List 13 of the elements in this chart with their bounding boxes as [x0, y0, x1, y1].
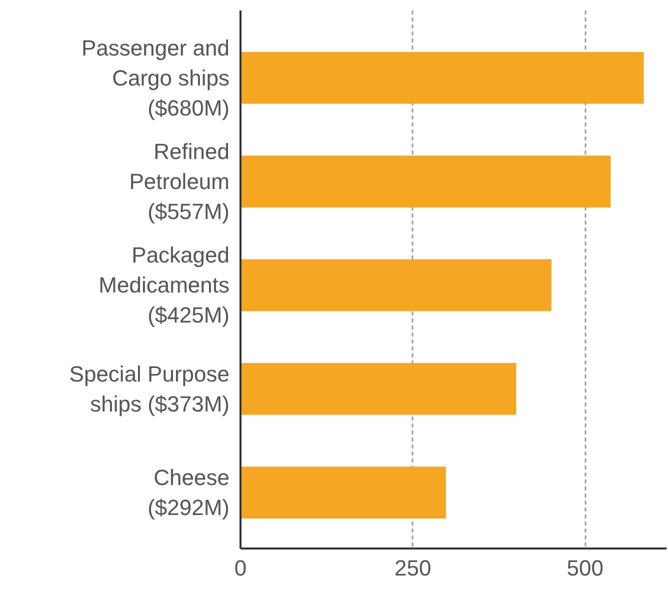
bar	[240, 52, 644, 104]
bar	[240, 259, 552, 312]
bar	[240, 466, 446, 518]
bar	[240, 362, 516, 415]
y-tick-label: Refined Petroleum ($557M)	[129, 139, 230, 224]
y-tick-label: Packaged Medicaments ($425M)	[98, 242, 230, 328]
y-tick-label: Special Purpose ships ($373M)	[69, 361, 230, 416]
bar	[240, 156, 611, 208]
y-tick-label: Cheese ($292M)	[148, 465, 230, 520]
x-tick-label: 500	[566, 556, 604, 580]
y-tick-label: Passenger and Cargo ships ($680M)	[82, 35, 230, 120]
x-tick-label: 0	[234, 556, 247, 580]
x-tick-label: 250	[394, 556, 432, 580]
